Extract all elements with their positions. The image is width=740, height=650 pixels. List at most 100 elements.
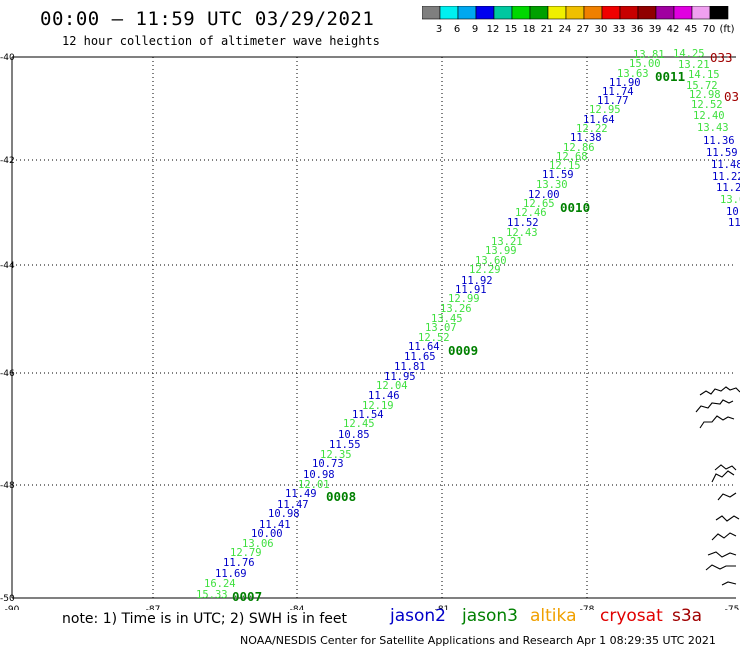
wave-height-value: 11.38 bbox=[570, 132, 602, 144]
coastline bbox=[705, 564, 736, 571]
wave-height-value: 13.99 bbox=[485, 245, 517, 257]
wave-height-value: 11.36 bbox=[703, 135, 735, 147]
coastline bbox=[695, 399, 734, 413]
coastline bbox=[721, 581, 737, 586]
wave-height-value: 12.04 bbox=[376, 380, 408, 392]
coastline bbox=[715, 515, 740, 522]
wave-height-value: 13.30 bbox=[536, 179, 568, 191]
wave-height-value: 12.52 bbox=[691, 99, 723, 111]
longitude-label: -87 bbox=[146, 605, 161, 610]
wave-height-value: 10.73 bbox=[312, 458, 344, 470]
colorbar-label: 9 bbox=[472, 24, 478, 35]
wave-height-value: 11.91 bbox=[455, 284, 487, 296]
latitude-label: -48 bbox=[0, 481, 15, 491]
wave-height-colorbar: 3 6 9 12 15 18 21 24 27 30 33 36 39 42 45 70 (ft) bbox=[422, 6, 735, 35]
wave-height-value: 11.48 bbox=[711, 159, 740, 171]
coastline bbox=[717, 492, 737, 501]
pass-number-label: 0009 bbox=[448, 343, 478, 358]
wave-height-value: 11.46 bbox=[368, 390, 400, 402]
legend-s3a: s3a bbox=[672, 606, 703, 626]
wave-height-value: 12.19 bbox=[362, 400, 394, 412]
colorbar-label: 6 bbox=[454, 24, 460, 35]
wave-height-value: 12.95 bbox=[589, 104, 621, 116]
wave-height-value: 12.68 bbox=[556, 151, 588, 163]
pass-number-label: 0008 bbox=[326, 489, 356, 504]
pass-number-label: 03 bbox=[724, 89, 739, 104]
longitude-label: -78 bbox=[580, 605, 595, 610]
wave-height-value: 12.29 bbox=[469, 264, 501, 276]
wave-height-value: 13.06 bbox=[242, 538, 274, 550]
latitude-label: -44 bbox=[0, 261, 15, 271]
latitude-label: -40 bbox=[0, 53, 15, 63]
colorbar-label: 18 bbox=[523, 24, 536, 35]
legend-cryosat: cryosat bbox=[600, 606, 663, 626]
wave-height-value: 16.24 bbox=[204, 578, 236, 590]
wave-height-value: 10.98 bbox=[303, 469, 335, 481]
wave-height-value: 13.21 bbox=[491, 236, 523, 248]
pass-number-label: 033 bbox=[710, 50, 733, 65]
wave-height-value: 12.98 bbox=[689, 89, 721, 101]
legend-jason2: jason2 bbox=[390, 606, 446, 626]
wave-height-value: 11.81 bbox=[394, 361, 426, 373]
colorbar-swatch bbox=[709, 6, 729, 20]
wave-height-value: 11.65 bbox=[404, 351, 436, 363]
wave-height-value: 11.2 bbox=[716, 182, 740, 194]
wave-height-value: 12.22 bbox=[576, 123, 608, 135]
pass-number-label: 0011 bbox=[655, 69, 685, 84]
colorbar-label: 70 bbox=[703, 24, 716, 35]
wave-height-value: 10.00 bbox=[251, 528, 283, 540]
wave-height-value: 13.0 bbox=[720, 194, 740, 206]
coastline bbox=[714, 464, 737, 471]
wave-height-value: 12.79 bbox=[230, 547, 262, 559]
wave-height-value: 12.46 bbox=[515, 207, 547, 219]
pass-number-label: 0010 bbox=[560, 200, 590, 215]
colorbar-label: 15 bbox=[505, 24, 518, 35]
colorbar-label: 33 bbox=[613, 24, 626, 35]
longitude-label: -84 bbox=[290, 605, 305, 610]
wave-height-value: 12.99 bbox=[448, 293, 480, 305]
wave-height-value: 11.59 bbox=[706, 147, 738, 159]
latitude-label: -42 bbox=[0, 156, 15, 166]
altimeter-map: -90 -87 -84 -81 -78 -75 -40 -42 -44 -46 -48 -50 15.3… bbox=[0, 48, 740, 610]
latitude-label: -46 bbox=[0, 369, 15, 379]
wave-height-value: 11.41 bbox=[259, 519, 291, 531]
latitude-label: -50 bbox=[0, 594, 15, 604]
wave-height-value: 11.54 bbox=[352, 409, 384, 421]
wave-height-value: 12.40 bbox=[693, 110, 725, 122]
wave-height-value: 13.60 bbox=[475, 255, 507, 267]
wave-height-value: 10. bbox=[726, 206, 740, 218]
wave-height-value: 15.00 bbox=[629, 58, 661, 70]
wave-height-value: 11.77 bbox=[597, 95, 629, 107]
legend-altika: altika bbox=[530, 606, 577, 626]
wave-height-value: 11 bbox=[728, 217, 740, 229]
wave-height-value: 15.33 bbox=[196, 589, 228, 601]
colorbar-label: (ft) bbox=[719, 24, 734, 35]
colorbar-label: 27 bbox=[577, 24, 590, 35]
wave-height-value: 11.76 bbox=[223, 557, 255, 569]
wave-height-value: 11.69 bbox=[215, 568, 247, 580]
longitude-label: -81 bbox=[435, 605, 450, 610]
coastline bbox=[711, 470, 735, 483]
wave-height-value: 12.52 bbox=[418, 332, 450, 344]
wave-height-value: 11.95 bbox=[384, 371, 416, 383]
wave-height-value: 11.52 bbox=[507, 217, 539, 229]
wave-height-value: 10.85 bbox=[338, 429, 370, 441]
colorbar-label: 3 bbox=[436, 24, 442, 35]
wave-height-value: 14.15 bbox=[688, 69, 720, 81]
wave-height-value: 12.45 bbox=[343, 418, 375, 430]
wave-height-value: 13.21 bbox=[678, 59, 710, 71]
wave-height-value: 13.26 bbox=[440, 303, 472, 315]
map-title: 00:00 – 11:59 UTC 03/29/2021 bbox=[40, 8, 375, 30]
legend-jason3: jason3 bbox=[462, 606, 518, 626]
wave-height-value: 15.72 bbox=[686, 80, 718, 92]
wave-height-value: 11.90 bbox=[609, 77, 641, 89]
colorbar-label: 45 bbox=[685, 24, 698, 35]
units-note: note: 1) Time is in UTC; 2) SWH is in fe… bbox=[62, 611, 348, 627]
coastline bbox=[699, 415, 735, 429]
wave-height-value: 13.81 bbox=[633, 49, 665, 61]
wave-height-value: 11.55 bbox=[329, 439, 361, 451]
wave-height-value: 11.49 bbox=[285, 488, 317, 500]
wave-height-value: 11.59 bbox=[542, 169, 574, 181]
wave-height-value: 12.86 bbox=[563, 142, 595, 154]
colorbar-label: 39 bbox=[649, 24, 662, 35]
